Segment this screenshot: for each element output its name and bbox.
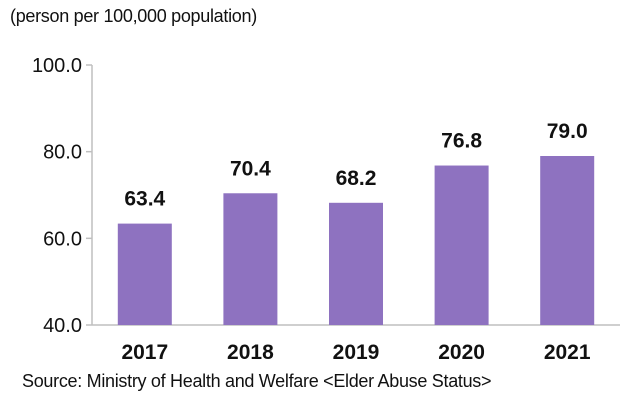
source-note: Source: Ministry of Health and Welfare <… — [22, 371, 492, 391]
data-label-2017: 63.4 — [124, 188, 165, 211]
x-tick-label-2020: 2020 — [438, 341, 485, 364]
data-label-2020: 76.8 — [441, 130, 482, 153]
data-label-2019: 68.2 — [336, 167, 377, 190]
y-tick-label: 60.0 — [43, 228, 82, 250]
bar-2017 — [117, 223, 172, 325]
y-tick-label: 80.0 — [43, 142, 82, 164]
x-tick-label-2021: 2021 — [544, 341, 591, 364]
x-tick-label-2018: 2018 — [227, 341, 274, 364]
y-tick-label: 40.0 — [43, 315, 82, 337]
x-tick-label-2017: 2017 — [121, 341, 168, 364]
data-label-2018: 70.4 — [230, 157, 271, 180]
bar-2019 — [329, 202, 383, 325]
x-tick-label-2019: 2019 — [333, 341, 380, 364]
data-label-2021: 79.0 — [547, 120, 588, 143]
bar-2018 — [223, 193, 278, 325]
bar-2020 — [434, 165, 489, 325]
bar-2021 — [540, 156, 595, 325]
unit-label: (person per 100,000 population) — [10, 6, 257, 26]
y-tick-label: 100.0 — [32, 55, 82, 77]
